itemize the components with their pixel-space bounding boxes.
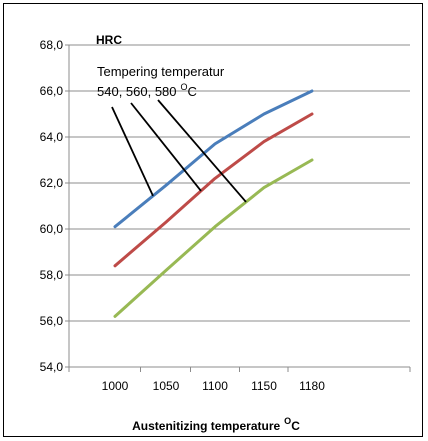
- y-tick-labels: 68,0 66,0 64,0 62,0 60,0 58,0 56,0 54,0: [40, 38, 64, 374]
- x-tick-label: 1000: [102, 379, 129, 393]
- series-line: [113, 112, 314, 268]
- y-tick-label: 68,0: [40, 38, 64, 52]
- y-tick-label: 64,0: [40, 130, 64, 144]
- y-tick-label: 60,0: [40, 222, 64, 236]
- annotation-values: 540, 560, 580: [97, 84, 177, 99]
- annotation-pointer: [157, 99, 247, 203]
- x-tick-labels: 1000 1050 1100 1150 1180: [102, 379, 326, 393]
- y-tick-label: 54,0: [40, 360, 64, 374]
- x-axis-unit: C: [291, 419, 300, 433]
- x-tick-label: 1050: [153, 379, 180, 393]
- annotation-pointers: [111, 99, 247, 203]
- axes: [65, 44, 411, 372]
- x-tick-label: 1180: [299, 379, 325, 393]
- x-axis-label: Austenitizing temperature OC: [132, 416, 300, 433]
- annotation-unit: C: [188, 84, 197, 99]
- y-axis-label: HRC: [96, 33, 122, 47]
- x-tick-label: 1150: [251, 379, 277, 393]
- annotation-pointer: [111, 106, 154, 197]
- x-axis-label-text: Austenitizing temperature: [132, 419, 280, 433]
- y-tick-label: 66,0: [40, 84, 64, 98]
- y-tick-label: 56,0: [40, 314, 64, 328]
- y-tick-label: 62,0: [40, 176, 64, 190]
- annotation-degree-sup: O: [181, 82, 188, 92]
- chart-frame: [3, 3, 423, 437]
- x-axis-degree-sup: O: [284, 416, 291, 426]
- annotation-title: Tempering temperatur: [97, 64, 225, 79]
- series-line: [113, 158, 314, 318]
- annotation-pointer: [130, 102, 202, 192]
- series-lines: [113, 89, 314, 318]
- annotation-temperatures: 540, 560, 580 OC: [97, 82, 197, 99]
- x-tick-label: 1100: [202, 379, 228, 393]
- y-tick-label: 58,0: [40, 268, 64, 282]
- series-line: [113, 89, 314, 229]
- gridlines: [69, 44, 410, 322]
